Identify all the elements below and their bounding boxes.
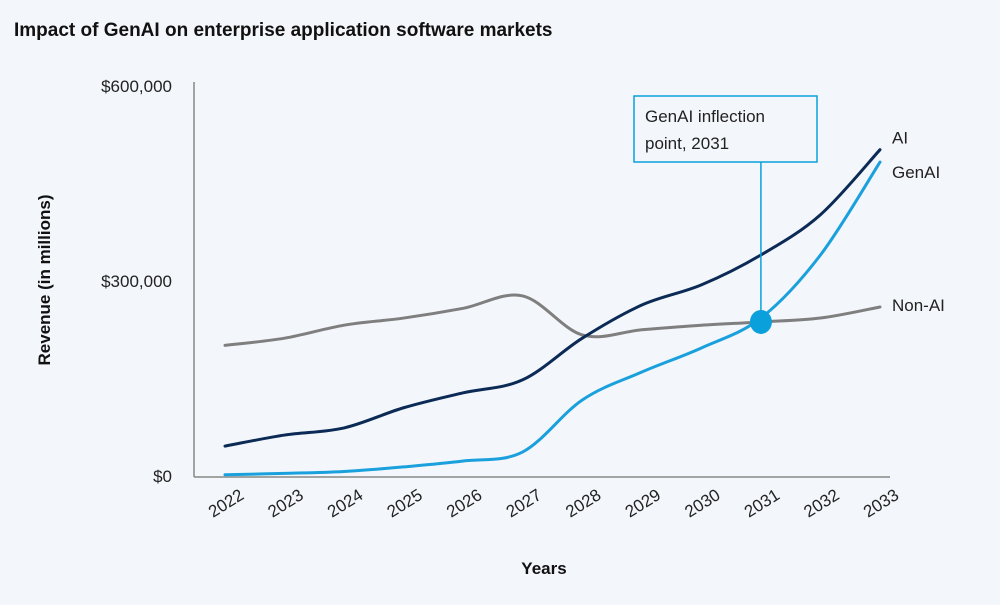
y-axis-label: Revenue (in millions): [35, 195, 54, 366]
x-axis-label: Years: [521, 559, 566, 578]
y-tick-label: $0: [153, 467, 172, 486]
series-line-genai: [223, 160, 882, 477]
annotation-box: [633, 95, 818, 163]
y-tick-label: $600,000: [101, 77, 172, 96]
x-tick-label: 2030: [681, 485, 723, 521]
x-tick-label: 2026: [443, 485, 485, 521]
x-tick-label: 2025: [384, 485, 426, 521]
series-label-ai: AI: [892, 129, 908, 148]
series-label-non-ai: Non-AI: [892, 296, 945, 315]
x-tick-label: 2022: [205, 485, 247, 521]
x-tick-label: 2031: [741, 485, 783, 521]
series-label-genai: GenAI: [892, 163, 940, 182]
x-tick-label: 2027: [503, 485, 545, 521]
x-tick-label: 2032: [800, 485, 842, 521]
y-tick-label: $300,000: [101, 272, 172, 291]
annotation-text-line2: point, 2031: [645, 134, 729, 153]
x-tick-label: 2023: [265, 485, 307, 521]
x-tick-label: 2033: [860, 485, 902, 521]
x-tick-label: 2028: [562, 485, 604, 521]
x-tick-label: 2024: [324, 485, 366, 521]
inflection-point-marker: [749, 309, 772, 334]
series-line-non-ai: [223, 293, 882, 347]
chart-title: Impact of GenAI on enterprise applicatio…: [14, 20, 552, 41]
x-tick-label: 2029: [622, 485, 664, 521]
annotation-text-line1: GenAI inflection: [645, 107, 765, 126]
series-line-ai: [223, 148, 882, 448]
